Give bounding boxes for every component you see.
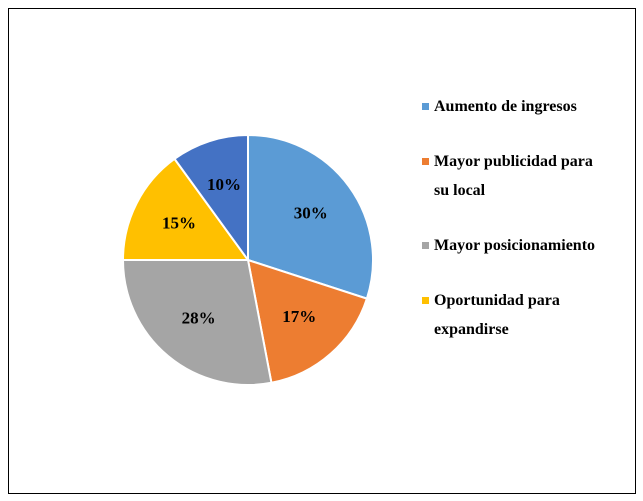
legend-entry: Aumento de ingresos <box>422 92 602 121</box>
legend: Aumento de ingresos Mayor publicidad para… <box>422 92 602 370</box>
pie-slice <box>247 133 374 300</box>
pie-slice <box>246 258 369 384</box>
data-label: 10% <box>207 175 241 194</box>
pie-slice <box>121 259 273 386</box>
legend-swatch <box>422 103 429 110</box>
legend-swatch <box>422 242 429 249</box>
legend-swatch <box>422 297 429 304</box>
legend-label: Mayor publicidad para su local <box>434 153 593 199</box>
legend-entry: Oportunidad para expandirse <box>422 286 602 344</box>
legend-swatch <box>422 158 429 165</box>
legend-label: Oportunidad para expandirse <box>434 292 560 338</box>
legend-label: Aumento de ingresos <box>434 98 577 115</box>
pie-slice <box>121 157 250 261</box>
data-label: 28% <box>182 309 216 328</box>
data-label: 17% <box>282 307 316 326</box>
legend-label: Mayor posicionamiento <box>434 237 596 254</box>
legend-entry: Mayor publicidad para su local <box>422 147 602 205</box>
data-label: 30% <box>294 203 328 222</box>
pie-slice <box>173 133 249 264</box>
legend-entry: Mayor posicionamiento <box>422 231 602 260</box>
data-label: 15% <box>162 214 196 233</box>
